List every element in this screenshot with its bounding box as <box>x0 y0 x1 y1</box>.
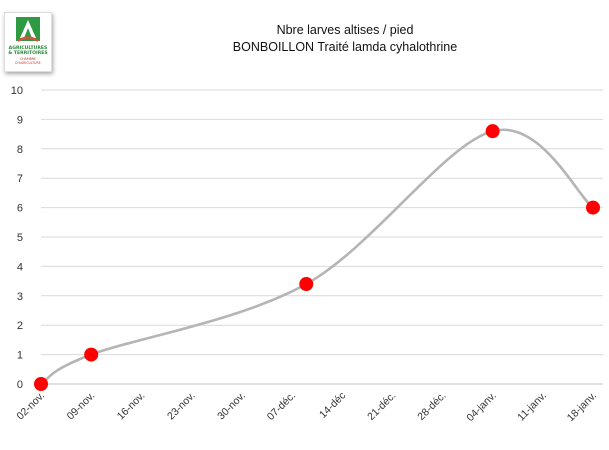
y-tick-label: 6 <box>17 203 23 215</box>
x-tick-label: 18-janv. <box>565 390 599 424</box>
y-tick-label: 0 <box>17 379 23 391</box>
x-tick-label: 04-janv. <box>464 390 498 424</box>
x-tick-label: 28-déc. <box>415 390 448 423</box>
x-tick-label: 23-nov. <box>165 390 198 423</box>
y-tick-label: 3 <box>17 291 23 303</box>
data-point <box>486 124 500 138</box>
x-tick-label: 02-nov. <box>14 390 47 423</box>
data-point <box>586 201 600 215</box>
x-tick-label: 14-déc <box>317 390 348 421</box>
y-tick-label: 4 <box>17 261 23 273</box>
y-tick-label: 8 <box>17 144 23 156</box>
series-line <box>41 130 593 384</box>
x-tick-label: 09-nov. <box>65 390 98 423</box>
y-tick-label: 9 <box>17 114 23 126</box>
y-tick-label: 7 <box>17 173 23 185</box>
y-tick-label: 10 <box>11 85 23 97</box>
x-tick-label: 21-déc. <box>365 390 398 423</box>
y-tick-label: 2 <box>17 320 23 332</box>
x-tick-label: 11-janv. <box>515 390 549 424</box>
x-tick-label: 16-nov. <box>115 390 148 423</box>
y-tick-label: 1 <box>17 350 23 362</box>
x-tick-label: 30-nov. <box>215 390 248 423</box>
data-point <box>84 348 98 362</box>
data-point <box>299 277 313 291</box>
y-tick-label: 5 <box>17 232 23 244</box>
data-point <box>34 377 48 391</box>
x-tick-label: 07-déc. <box>265 390 298 423</box>
